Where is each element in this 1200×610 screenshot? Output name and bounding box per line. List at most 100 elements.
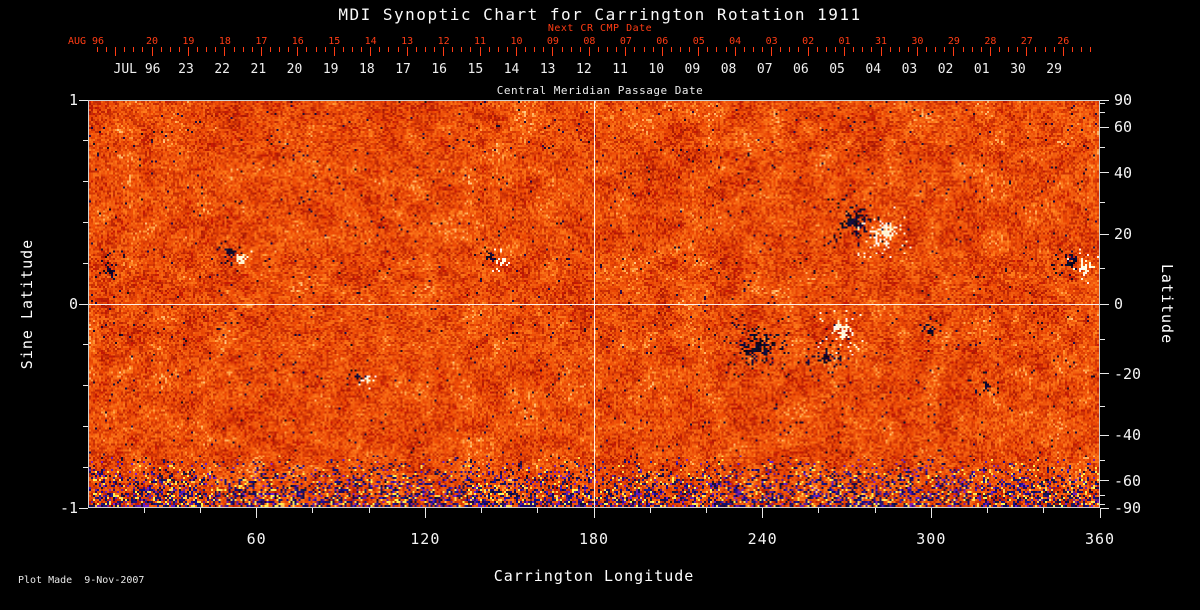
- cmp-date-label: 10: [648, 62, 665, 77]
- x-axis-minor-tick: [818, 508, 820, 513]
- next-cr-date-label: 01: [838, 36, 851, 47]
- right-axis-tick-label: -60: [1114, 471, 1142, 490]
- next-cr-axis-minor-tick: [907, 47, 909, 52]
- next-cr-axis-minor-tick: [525, 47, 527, 52]
- next-cr-axis-major-tick: [479, 47, 481, 56]
- next-cr-date-label: 29: [947, 36, 960, 47]
- next-cr-axis-minor-tick: [105, 47, 107, 52]
- next-cr-axis-major-tick: [1062, 47, 1064, 56]
- next-cr-axis-minor-tick: [789, 47, 791, 52]
- right-axis-minor-tick: [1100, 111, 1105, 113]
- next-cr-axis-minor-tick: [998, 47, 1000, 52]
- right-axis-tick-label: -20: [1114, 364, 1142, 383]
- x-axis-minor-tick: [705, 508, 707, 513]
- cmp-date-label: 02: [937, 62, 954, 77]
- cmp-date-label: 07: [756, 62, 773, 77]
- x-axis-minor-tick: [1043, 508, 1045, 513]
- carrington-longitude-axis-label: Carrington Longitude: [493, 567, 695, 585]
- left-axis-tick-label: 1: [68, 91, 78, 109]
- next-cr-date-label: 12: [437, 36, 450, 47]
- x-axis-minor-tick: [312, 508, 314, 513]
- next-cr-axis-minor-tick: [288, 47, 290, 52]
- right-axis-minor-tick: [1100, 459, 1105, 461]
- right-axis-major-tick: [1100, 507, 1109, 509]
- next-cr-axis-minor-tick: [424, 47, 426, 52]
- next-cr-date-label: 14: [364, 36, 377, 47]
- next-cr-date-label: 02: [802, 36, 815, 47]
- next-cr-date-label: 09: [546, 36, 559, 47]
- x-axis-tick-label: 180: [578, 530, 610, 548]
- next-cr-axis-major-tick: [115, 47, 117, 56]
- cmp-date-label: 17: [395, 62, 411, 77]
- next-cr-axis-minor-tick: [160, 47, 162, 52]
- next-cr-axis-minor-tick: [889, 47, 891, 52]
- next-cr-axis-minor-tick: [470, 47, 472, 52]
- next-cr-axis-minor-tick: [506, 47, 508, 52]
- next-cr-axis-major-tick: [333, 47, 335, 56]
- right-axis-minor-tick: [1100, 147, 1105, 149]
- next-cr-date-label: 30: [911, 36, 924, 47]
- right-axis-major-tick: [1100, 434, 1109, 436]
- x-axis-tick-label: 120: [410, 530, 441, 548]
- cmp-date-label: 01: [973, 62, 990, 77]
- next-cr-axis-minor-tick: [178, 47, 180, 52]
- left-axis-tick-label: -1: [59, 499, 78, 517]
- next-cr-axis-minor-tick: [962, 47, 964, 52]
- x-axis-minor-tick: [537, 508, 539, 513]
- next-cr-axis-minor-tick: [279, 47, 281, 52]
- left-axis-minor-tick: [83, 385, 88, 387]
- x-axis-tick-label: 300: [916, 530, 947, 548]
- next-cr-axis-minor-tick: [816, 47, 818, 52]
- chart-title: MDI Synoptic Chart for Carrington Rotati…: [338, 5, 862, 24]
- next-cr-axis-minor-tick: [743, 47, 745, 52]
- next-cr-axis-minor-tick: [379, 47, 381, 52]
- next-cr-axis-minor-tick: [570, 47, 572, 52]
- next-cr-axis-minor-tick: [1053, 47, 1055, 52]
- x-axis-minor-tick: [481, 508, 483, 513]
- next-cr-axis-minor-tick: [133, 47, 135, 52]
- next-cr-axis-minor-tick: [971, 47, 973, 52]
- next-cr-axis-minor-tick: [124, 47, 126, 52]
- next-cr-axis-minor-tick: [616, 47, 618, 52]
- x-axis-minor-tick: [368, 508, 370, 513]
- next-cr-axis-minor-tick: [251, 47, 253, 52]
- cmp-date-label: 12: [576, 62, 592, 77]
- sine-latitude-axis-label: Sine Latitude: [18, 238, 36, 370]
- next-cr-axis-minor-tick: [898, 47, 900, 52]
- next-cr-date-label: 16: [291, 36, 304, 47]
- next-cr-axis-minor-tick: [96, 47, 98, 52]
- right-axis-minor-tick: [1100, 504, 1105, 506]
- cmp-month-label: JUL 96: [113, 62, 161, 77]
- next-cr-date-label: 04: [729, 36, 742, 47]
- next-cr-axis-major-tick: [443, 47, 445, 56]
- next-cr-axis-minor-tick: [324, 47, 326, 52]
- left-axis-major-tick: [79, 99, 88, 101]
- right-axis-major-tick: [1100, 373, 1109, 375]
- right-axis-major-tick: [1100, 303, 1109, 305]
- next-cr-axis-minor-tick: [853, 47, 855, 52]
- right-axis-minor-tick: [1100, 405, 1105, 407]
- next-cr-date-label: 17: [255, 36, 268, 47]
- cmp-date-label: 30: [1010, 62, 1026, 77]
- next-cr-axis-minor-tick: [1008, 47, 1010, 52]
- next-cr-axis-minor-tick: [269, 47, 271, 52]
- next-cr-axis-minor-tick: [169, 47, 171, 52]
- next-cr-axis-minor-tick: [315, 47, 317, 52]
- cmp-date-label: 03: [901, 62, 918, 77]
- next-cr-date-label: 13: [401, 36, 414, 47]
- next-cr-date-label: 11: [474, 36, 487, 47]
- next-cr-axis-minor-tick: [780, 47, 782, 52]
- next-cr-axis-minor-tick: [670, 47, 672, 52]
- left-axis-minor-tick: [83, 344, 88, 346]
- x-axis-tick-label: 240: [747, 530, 778, 548]
- right-axis-major-tick: [1100, 480, 1109, 482]
- cmp-date-label: 23: [178, 62, 194, 77]
- next-cr-axis-minor-tick: [762, 47, 764, 52]
- next-cr-axis-minor-tick: [342, 47, 344, 52]
- x-axis-major-tick: [1099, 508, 1101, 518]
- x-axis-minor-tick: [199, 508, 201, 513]
- next-cr-axis-major-tick: [771, 47, 773, 56]
- cmp-date-label: 16: [431, 62, 448, 77]
- x-axis-minor-tick: [649, 508, 651, 513]
- next-cr-axis-major-tick: [1026, 47, 1028, 56]
